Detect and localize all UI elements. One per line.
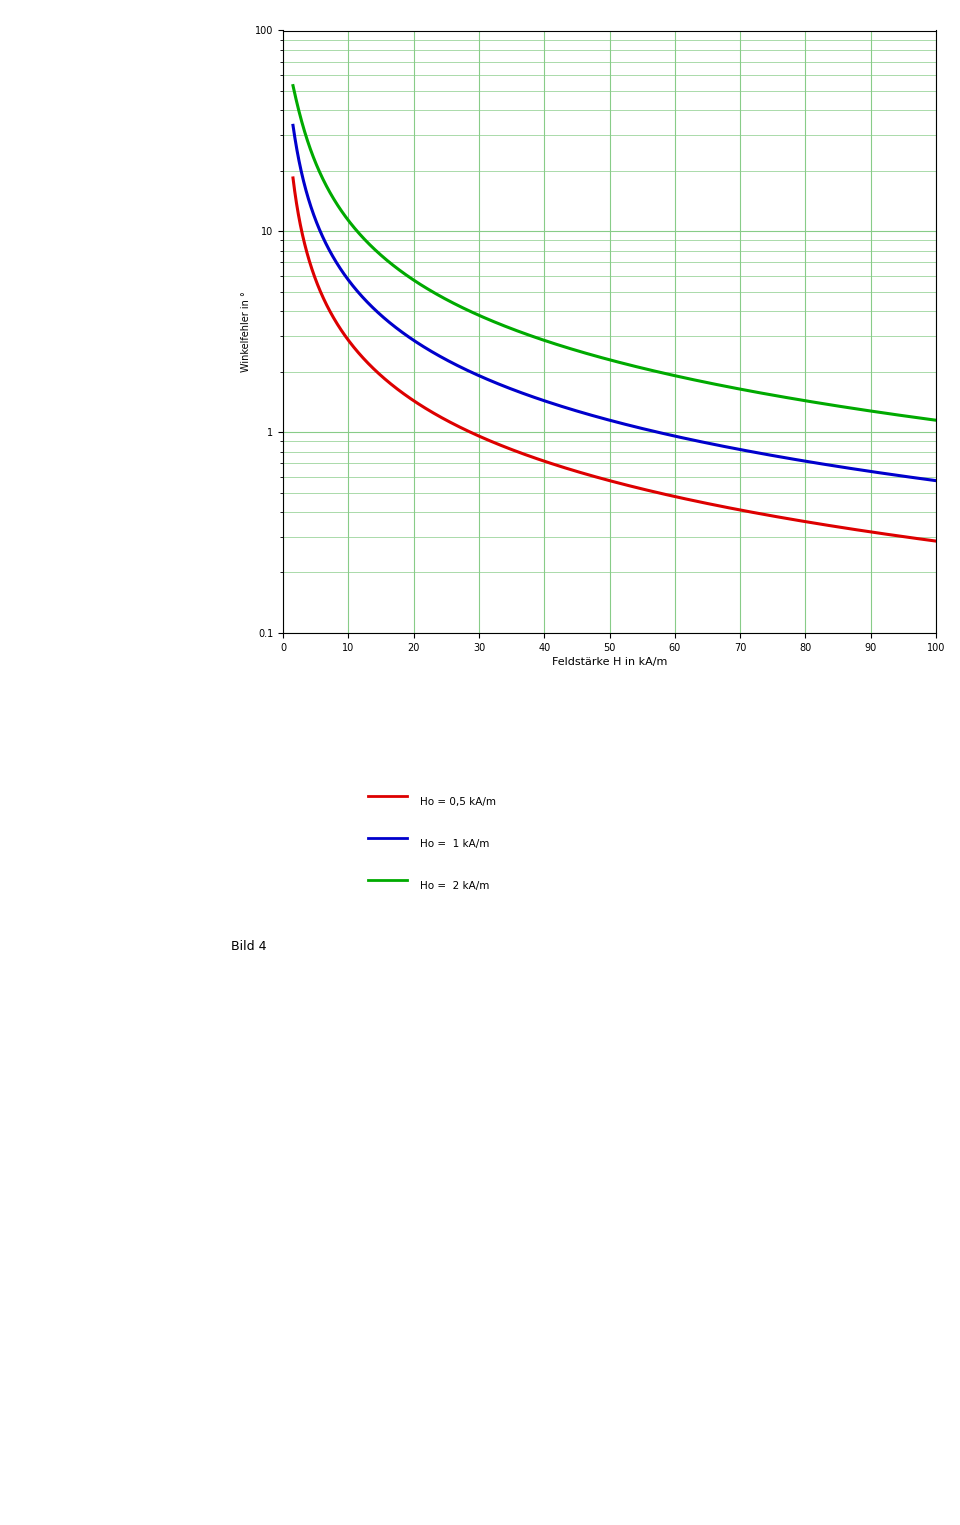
Text: Ho =  1 kA/m: Ho = 1 kA/m bbox=[420, 839, 490, 849]
Y-axis label: Winkelfehler in °: Winkelfehler in ° bbox=[241, 291, 251, 372]
Text: Bild 4: Bild 4 bbox=[231, 939, 267, 953]
X-axis label: Feldstärke H in kA/m: Feldstärke H in kA/m bbox=[552, 657, 667, 666]
Text: Ho =  2 kA/m: Ho = 2 kA/m bbox=[420, 881, 490, 891]
Text: Ho = 0,5 kA/m: Ho = 0,5 kA/m bbox=[420, 796, 496, 807]
